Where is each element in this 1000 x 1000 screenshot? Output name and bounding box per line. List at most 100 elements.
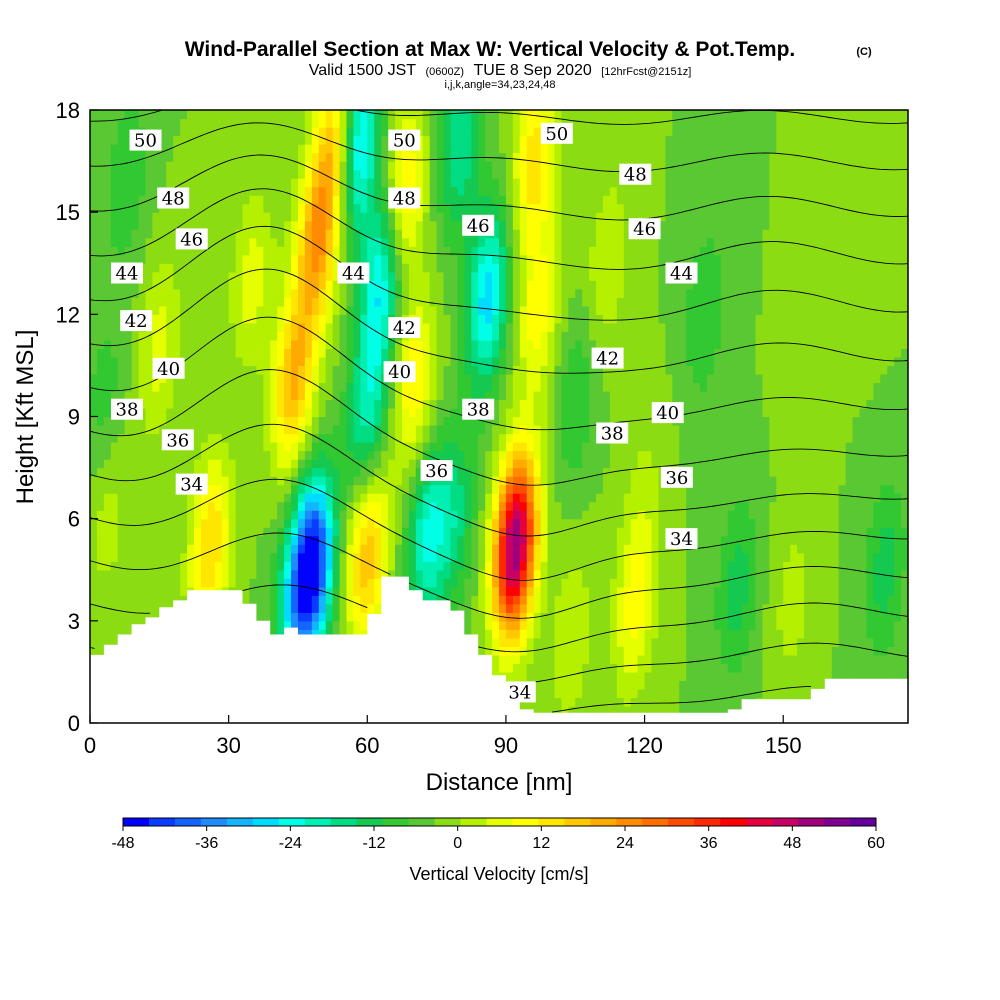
heatmap-cell <box>887 612 895 622</box>
heatmap-cell <box>769 484 777 494</box>
heatmap-cell <box>492 544 500 554</box>
heatmap-cell <box>651 484 660 494</box>
heatmap-cell <box>166 518 174 528</box>
heatmap-cell <box>748 663 757 673</box>
heatmap-cell <box>637 518 646 528</box>
heatmap-cell <box>693 586 701 596</box>
heatmap-cell <box>686 561 694 571</box>
heatmap-cell <box>804 501 812 511</box>
heatmap-cell <box>741 612 750 622</box>
heatmap-cell <box>124 484 133 494</box>
heatmap-cell <box>214 510 223 520</box>
heatmap-cell <box>686 365 694 375</box>
heatmap-cell <box>429 493 438 503</box>
heatmap-cell <box>360 527 368 537</box>
heatmap-cell <box>810 552 819 562</box>
heatmap-cell <box>311 501 320 511</box>
heatmap-cell <box>103 373 112 384</box>
heatmap-cell <box>824 561 833 571</box>
heatmap-cell <box>776 459 784 469</box>
heatmap-cell <box>568 510 576 520</box>
heatmap-cell <box>589 535 597 545</box>
heatmap-cell <box>159 527 167 537</box>
heatmap-cell <box>540 459 549 469</box>
heatmap-cell <box>700 552 708 562</box>
heatmap-cell <box>353 552 361 562</box>
heatmap-cell <box>623 459 632 469</box>
heatmap-cell <box>207 476 216 486</box>
heatmap-cell <box>117 586 126 596</box>
heatmap-cell <box>360 595 368 605</box>
heatmap-cell <box>568 595 576 605</box>
heatmap-cell <box>706 442 715 452</box>
heatmap-cell <box>838 416 847 426</box>
heatmap-cell <box>838 467 847 477</box>
heatmap-cell <box>596 450 604 460</box>
heatmap-cell <box>561 459 569 469</box>
heatmap-cell <box>221 450 230 460</box>
heatmap-cell <box>602 467 611 477</box>
heatmap-cell <box>734 510 743 520</box>
heatmap-cell <box>103 637 112 647</box>
heatmap-cell <box>318 552 327 562</box>
heatmap-cell <box>526 663 535 673</box>
heatmap-cell <box>374 467 382 477</box>
heatmap-cell <box>568 493 576 503</box>
heatmap-cell <box>124 595 133 605</box>
heatmap-cell <box>665 390 673 401</box>
heatmap-cell <box>824 535 833 545</box>
heatmap-cell <box>672 365 680 375</box>
heatmap-cell <box>311 484 320 494</box>
heatmap-cell <box>325 467 334 477</box>
heatmap-cell <box>596 527 604 537</box>
heatmap-cell <box>381 484 389 494</box>
heatmap-cell <box>505 518 514 528</box>
heatmap-cell <box>145 510 153 520</box>
heatmap-cell <box>547 373 556 384</box>
heatmap-cell <box>401 450 410 460</box>
heatmap-cell <box>734 433 743 443</box>
heatmap-cell <box>693 561 701 571</box>
heatmap-cell <box>804 535 812 545</box>
heatmap-cell <box>90 578 98 588</box>
heatmap-cell <box>401 433 410 443</box>
heatmap-cell <box>270 476 278 486</box>
heatmap-cell <box>589 586 597 596</box>
heatmap-cell <box>554 671 562 682</box>
heatmap-cell <box>838 586 847 596</box>
heatmap-cell <box>693 399 701 409</box>
heatmap-cell <box>464 390 472 401</box>
heatmap-cell <box>540 561 549 571</box>
heatmap-cell <box>270 459 278 469</box>
heatmap-cell <box>880 407 888 418</box>
heatmap-cell <box>499 586 507 596</box>
heatmap-cell <box>505 416 514 426</box>
heatmap-cell <box>166 382 174 392</box>
heatmap-cell <box>249 527 257 537</box>
heatmap-cell <box>734 399 743 409</box>
heatmap-cell <box>346 442 355 452</box>
heatmap-cell <box>797 510 805 520</box>
heatmap-cell <box>214 390 223 401</box>
heatmap-cell <box>277 578 285 588</box>
heatmap-cell <box>263 501 271 511</box>
heatmap-cell <box>235 407 244 418</box>
heatmap-cell <box>658 646 666 656</box>
heatmap-cell <box>693 510 701 520</box>
heatmap-cell <box>852 544 861 554</box>
heatmap-cell <box>547 552 556 562</box>
heatmap-cell <box>117 425 126 435</box>
heatmap-cell <box>96 518 105 528</box>
heatmap-cell <box>901 484 908 494</box>
heatmap-cell <box>395 399 403 409</box>
heatmap-cell <box>339 425 348 435</box>
heatmap-cell <box>90 552 98 562</box>
heatmap-cell <box>166 510 174 520</box>
heatmap-cell <box>464 620 472 630</box>
heatmap-cell <box>180 595 188 605</box>
heatmap-cell <box>332 595 341 605</box>
heatmap-cell <box>138 390 147 401</box>
heatmap-cell <box>762 646 770 656</box>
heatmap-cell <box>374 425 382 435</box>
heatmap-cell <box>644 578 653 588</box>
